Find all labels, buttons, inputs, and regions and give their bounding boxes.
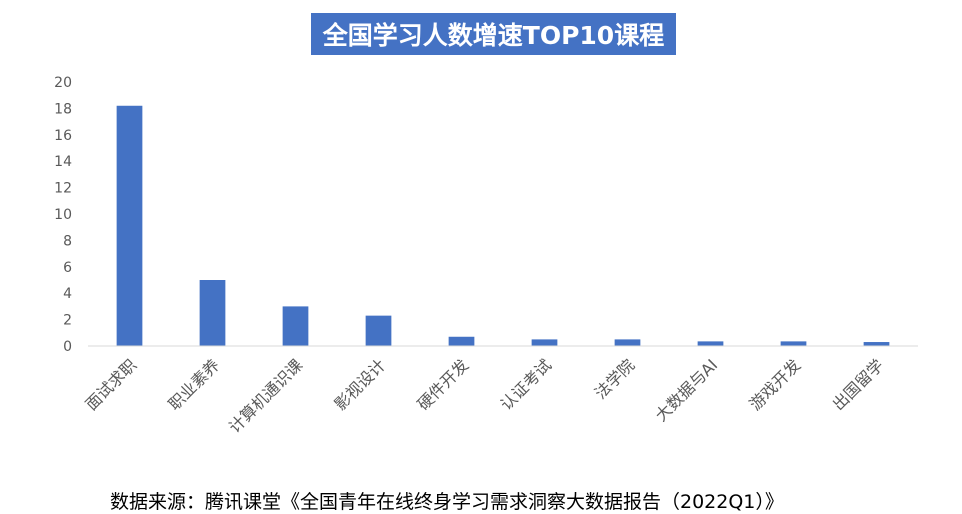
x-tick-label: 职业素养 xyxy=(165,355,224,414)
x-tick-label: 游戏开发 xyxy=(746,355,805,414)
y-axis: 0 2 4 6 8 10 12 14 16 18 20 xyxy=(54,75,72,355)
y-tick-label: 10 xyxy=(54,207,72,223)
chart-title: 全国学习人数增速TOP10课程 xyxy=(311,13,676,55)
bars xyxy=(116,105,890,346)
y-tick-label: 8 xyxy=(63,233,72,249)
y-tick-label: 16 xyxy=(54,128,72,144)
bar xyxy=(448,336,475,346)
x-axis-labels: 面试求职 职业素养 计算机通识课 影视设计 硬件开发 认证考试 法学院 大数据与AI 游戏开发出… xyxy=(82,355,888,436)
bar xyxy=(863,342,890,346)
bar xyxy=(282,306,309,346)
bar xyxy=(531,339,558,346)
x-tick-label: 出国留学 xyxy=(829,355,888,414)
bar-chart: 0 2 4 6 8 10 12 14 16 18 20 面试求职 职业素养 计算机通识课 影视设计 硬件开发… xyxy=(54,75,918,437)
y-tick-label: 6 xyxy=(63,260,72,276)
y-tick-label: 2 xyxy=(63,313,72,329)
x-tick-label: 计算机通识课 xyxy=(225,355,306,436)
bar xyxy=(365,315,392,346)
x-tick-label: 法学院 xyxy=(591,355,638,402)
bar xyxy=(780,341,807,346)
x-tick-label: 大数据与AI xyxy=(652,355,722,425)
y-tick-label: 4 xyxy=(63,286,72,302)
x-tick-label: 硬件开发 xyxy=(414,355,473,414)
y-tick-label: 0 xyxy=(63,339,72,355)
source-note: 数据来源：腾讯课堂《全国青年在线终身学习需求洞察大数据报告（2022Q1）》 xyxy=(110,491,784,513)
bar xyxy=(116,105,143,346)
x-tick-label: 认证考试 xyxy=(497,355,556,414)
y-tick-label: 20 xyxy=(54,75,72,91)
y-tick-label: 12 xyxy=(54,181,72,197)
bar xyxy=(199,280,226,346)
x-tick-label: 面试求职 xyxy=(82,355,141,414)
bar xyxy=(697,341,724,346)
y-tick-label: 18 xyxy=(54,101,72,117)
bar xyxy=(614,339,641,346)
y-tick-label: 14 xyxy=(54,154,72,170)
x-tick-label: 影视设计 xyxy=(331,355,390,414)
